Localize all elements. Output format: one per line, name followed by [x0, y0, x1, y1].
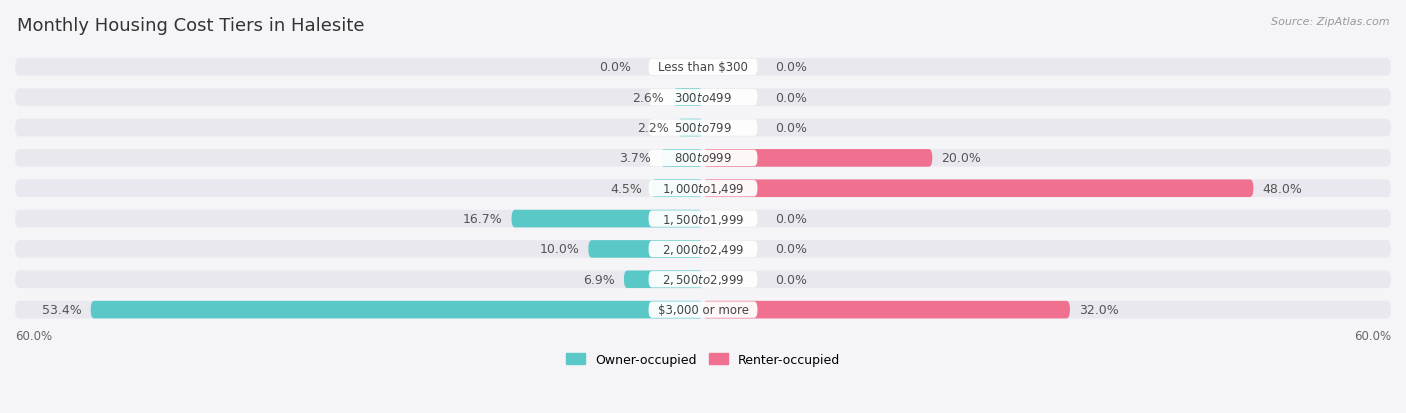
Text: 0.0%: 0.0%	[775, 213, 807, 225]
FancyBboxPatch shape	[648, 211, 758, 227]
FancyBboxPatch shape	[648, 59, 758, 76]
FancyBboxPatch shape	[15, 59, 1391, 76]
Text: $300 to $499: $300 to $499	[673, 91, 733, 104]
Text: $2,000 to $2,499: $2,000 to $2,499	[662, 242, 744, 256]
FancyBboxPatch shape	[624, 271, 703, 288]
FancyBboxPatch shape	[15, 150, 1391, 167]
FancyBboxPatch shape	[15, 180, 1391, 197]
FancyBboxPatch shape	[678, 119, 703, 137]
Text: 0.0%: 0.0%	[775, 61, 807, 74]
Text: 60.0%: 60.0%	[1354, 330, 1391, 342]
Text: 0.0%: 0.0%	[775, 91, 807, 104]
Text: Source: ZipAtlas.com: Source: ZipAtlas.com	[1271, 17, 1389, 26]
FancyBboxPatch shape	[588, 240, 703, 258]
Text: 2.2%: 2.2%	[637, 122, 669, 135]
Text: 32.0%: 32.0%	[1080, 304, 1119, 316]
FancyBboxPatch shape	[703, 301, 1070, 319]
Text: Less than $300: Less than $300	[658, 61, 748, 74]
FancyBboxPatch shape	[648, 90, 758, 106]
Text: 3.7%: 3.7%	[620, 152, 651, 165]
FancyBboxPatch shape	[703, 180, 1253, 197]
FancyBboxPatch shape	[15, 271, 1391, 288]
Text: Monthly Housing Cost Tiers in Halesite: Monthly Housing Cost Tiers in Halesite	[17, 17, 364, 34]
Text: 0.0%: 0.0%	[775, 122, 807, 135]
FancyBboxPatch shape	[15, 210, 1391, 228]
Text: $800 to $999: $800 to $999	[673, 152, 733, 165]
FancyBboxPatch shape	[15, 301, 1391, 319]
FancyBboxPatch shape	[648, 241, 758, 257]
FancyBboxPatch shape	[661, 150, 703, 167]
FancyBboxPatch shape	[15, 89, 1391, 107]
Text: $1,500 to $1,999: $1,500 to $1,999	[662, 212, 744, 226]
FancyBboxPatch shape	[651, 180, 703, 197]
Text: $500 to $799: $500 to $799	[673, 122, 733, 135]
FancyBboxPatch shape	[648, 150, 758, 167]
FancyBboxPatch shape	[512, 210, 703, 228]
FancyBboxPatch shape	[703, 150, 932, 167]
FancyBboxPatch shape	[648, 180, 758, 197]
Text: $3,000 or more: $3,000 or more	[658, 304, 748, 316]
Text: 60.0%: 60.0%	[15, 330, 52, 342]
FancyBboxPatch shape	[648, 271, 758, 288]
Text: 0.0%: 0.0%	[599, 61, 631, 74]
Text: $1,000 to $1,499: $1,000 to $1,499	[662, 182, 744, 196]
Text: 6.9%: 6.9%	[583, 273, 614, 286]
Text: 16.7%: 16.7%	[463, 213, 502, 225]
FancyBboxPatch shape	[673, 89, 703, 107]
Text: 0.0%: 0.0%	[775, 273, 807, 286]
Text: 20.0%: 20.0%	[942, 152, 981, 165]
Text: 0.0%: 0.0%	[775, 243, 807, 256]
Text: 53.4%: 53.4%	[42, 304, 82, 316]
Text: $2,500 to $2,999: $2,500 to $2,999	[662, 273, 744, 287]
Text: 2.6%: 2.6%	[633, 91, 664, 104]
FancyBboxPatch shape	[90, 301, 703, 319]
FancyBboxPatch shape	[15, 240, 1391, 258]
Legend: Owner-occupied, Renter-occupied: Owner-occupied, Renter-occupied	[561, 348, 845, 371]
FancyBboxPatch shape	[15, 119, 1391, 137]
FancyBboxPatch shape	[648, 120, 758, 136]
Text: 10.0%: 10.0%	[540, 243, 579, 256]
FancyBboxPatch shape	[648, 302, 758, 318]
Text: 48.0%: 48.0%	[1263, 182, 1302, 195]
Text: 4.5%: 4.5%	[610, 182, 643, 195]
